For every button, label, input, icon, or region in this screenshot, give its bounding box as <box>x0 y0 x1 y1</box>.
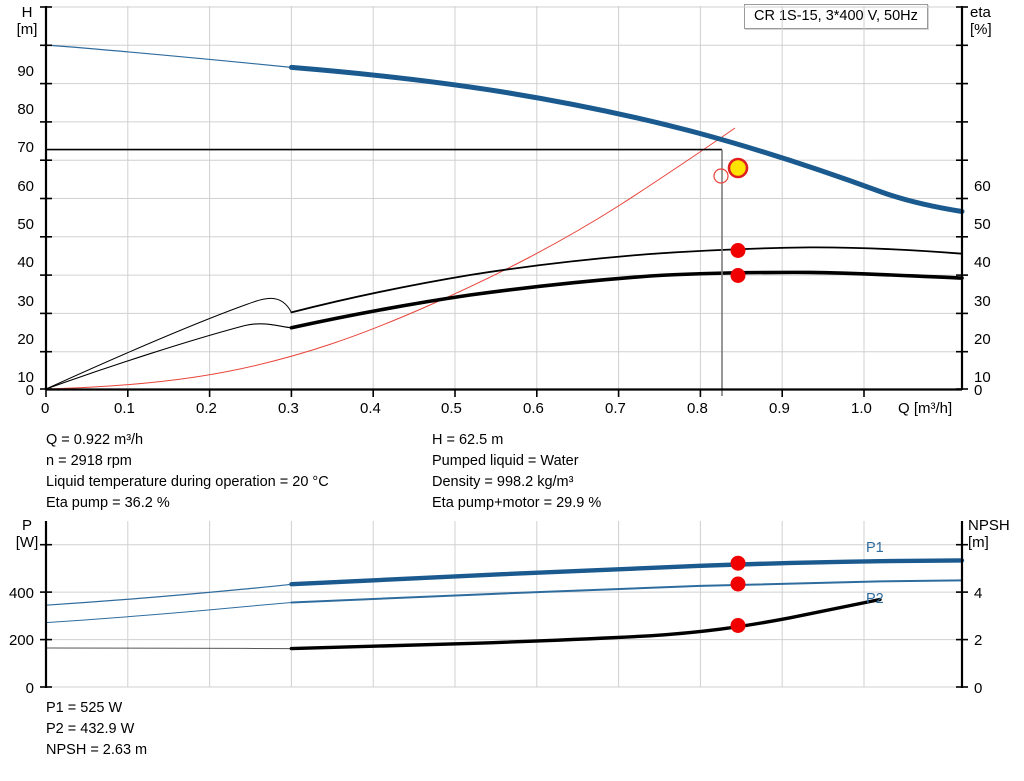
info-eta-pump: Eta pump = 36.2 % <box>46 495 170 511</box>
npsh-tick-2: 2 <box>974 632 983 649</box>
system-curve <box>45 127 736 390</box>
info-liquid: Pumped liquid = Water <box>432 453 579 469</box>
left-tick-80: 80 <box>17 101 34 118</box>
eta-pump-marker <box>730 243 746 258</box>
head-eta-plot <box>40 6 968 397</box>
x-tick-02: 0.2 <box>196 400 217 417</box>
operating-data-right: H = 62.5 m Pumped liquid = Water Density… <box>432 430 601 514</box>
x-axis-label: Q [m³/h] <box>898 400 953 417</box>
info-p2: P2 = 432.9 W <box>46 721 135 737</box>
info-h: H = 62.5 m <box>432 432 504 448</box>
chart-title: CR 1S-15, 3*400 V, 50Hz <box>754 8 918 24</box>
info-eta-pump-motor: Eta pump+motor = 29.9 % <box>432 495 602 511</box>
left-axis-name: H <box>21 4 33 21</box>
left-tick-70: 70 <box>17 139 34 156</box>
right-tick-20: 20 <box>974 331 991 348</box>
right-tick-10: 10 <box>974 369 991 386</box>
right-tick-30: 30 <box>974 293 991 310</box>
power-axis-ticks <box>40 543 52 688</box>
x-tick-05: 0.5 <box>441 400 462 417</box>
x-tick-06: 0.6 <box>523 400 544 417</box>
power-npsh-plot: P1 P2 <box>40 521 968 688</box>
power-vertical-gridlines <box>127 521 865 687</box>
eta-pump-motor-extension <box>45 323 292 390</box>
p2-curve <box>290 579 963 604</box>
p1-curve <box>289 558 965 587</box>
head-curve <box>288 64 965 214</box>
npsh-axis-unit: [m] <box>968 534 989 551</box>
info-p1: P1 = 525 W <box>46 700 123 716</box>
x-tick-10: 1.0 <box>851 400 872 417</box>
system-curve-marker <box>713 168 729 184</box>
left-axis-unit: [m] <box>16 21 38 38</box>
right-tick-0: 0 <box>974 382 983 399</box>
npsh-marker <box>730 618 746 633</box>
info-npsh: NPSH = 2.63 m <box>46 742 148 758</box>
npsh-axis-ticks <box>956 543 968 688</box>
p2-extension <box>45 602 292 624</box>
left-axis-title: H [m] <box>10 4 44 38</box>
npsh-axis-name: NPSH <box>968 517 1010 534</box>
power-tick-0: 0 <box>25 680 34 697</box>
power-tick-200: 200 <box>8 632 34 649</box>
npsh-axis-title: NPSH [m] <box>968 517 1024 551</box>
x-axis-ticks <box>45 389 865 397</box>
right-axis-title: eta [%] <box>970 4 1020 38</box>
info-n: n = 2918 rpm <box>46 453 132 469</box>
left-tick-20: 20 <box>17 331 34 348</box>
info-density: Density = 998.2 kg/m³ <box>432 474 574 490</box>
power-gridlines <box>46 544 962 688</box>
vertical-gridlines <box>127 6 865 389</box>
x-tick-03: 0.3 <box>278 400 299 417</box>
p1-marker <box>730 555 746 571</box>
info-q: Q = 0.922 m³/h <box>46 432 144 448</box>
head-curve-extension <box>45 44 292 68</box>
left-tick-0: 0 <box>25 382 34 399</box>
operating-data-left: Q = 0.922 m³/h n = 2918 rpm Liquid tempe… <box>46 430 329 514</box>
left-tick-90: 90 <box>17 63 34 80</box>
x-tick-09: 0.9 <box>769 400 790 417</box>
p2-marker <box>730 576 746 592</box>
x-tick-01: 0.1 <box>114 400 135 417</box>
power-npsh-chart: P [W] NPSH [m] <box>0 515 1024 715</box>
left-tick-60: 60 <box>17 178 34 195</box>
power-axis-unit: [W] <box>15 534 39 551</box>
horizontal-gridlines <box>46 6 962 353</box>
npsh-tick-4: 4 <box>974 585 983 602</box>
left-tick-30: 30 <box>17 293 34 310</box>
x-tick-0: 0 <box>41 400 50 417</box>
p1-extension <box>45 583 292 606</box>
left-tick-10: 10 <box>17 369 34 386</box>
npsh-tick-0: 0 <box>974 680 983 697</box>
eta-pump-motor-marker <box>730 268 746 283</box>
x-tick-08: 0.8 <box>687 400 708 417</box>
eta-pump-motor-curve <box>289 270 964 330</box>
x-tick-04: 0.4 <box>360 400 381 417</box>
eta-pump-extension <box>45 297 292 390</box>
head-eta-chart: H [m] eta [%] CR 1S-15, 3*400 V, 50Hz <box>10 4 1020 417</box>
right-tick-40: 40 <box>974 254 991 271</box>
left-tick-50: 50 <box>17 216 34 233</box>
x-tick-07: 0.7 <box>605 400 626 417</box>
info-temp: Liquid temperature during operation = 20… <box>46 474 329 490</box>
left-tick-40: 40 <box>17 254 34 271</box>
npsh-extension <box>45 647 292 650</box>
right-axis-name: eta <box>970 4 991 21</box>
eta-pump-curve <box>290 246 963 314</box>
chart-title-box: CR 1S-15, 3*400 V, 50Hz <box>744 4 928 29</box>
power-tick-400: 400 <box>8 585 34 602</box>
right-axis-unit: [%] <box>970 21 992 38</box>
power-axis-name: P <box>21 517 32 534</box>
right-tick-60: 60 <box>974 178 991 195</box>
right-tick-50: 50 <box>974 216 991 233</box>
power-results: P1 = 525 W P2 = 432.9 W NPSH = 2.63 m <box>46 698 147 761</box>
p1-label: P1 <box>866 540 884 556</box>
npsh-curve <box>289 597 882 651</box>
duty-point-marker <box>727 157 749 179</box>
power-axis-title: P [W] <box>10 517 44 551</box>
p2-label: P2 <box>866 591 884 607</box>
right-axis-ticks <box>956 6 968 390</box>
